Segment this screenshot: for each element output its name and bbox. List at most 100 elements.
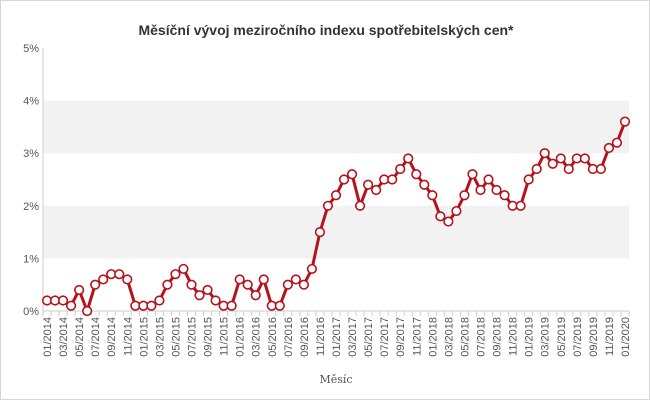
- x-tick-label: 07/2019: [572, 317, 584, 357]
- data-point: [322, 200, 334, 211]
- data-point: [563, 163, 574, 175]
- y-axis-ticks: 0% 1% 2% 3% 4% 5%: [23, 43, 39, 318]
- x-tick-label: 09/2014: [106, 317, 118, 357]
- data-point: [555, 153, 566, 164]
- data-point: [242, 279, 253, 290]
- data-point: [531, 163, 542, 175]
- data-point: [619, 116, 631, 127]
- data-point: [178, 263, 189, 275]
- x-tick-label: 05/2018: [459, 317, 471, 357]
- data-point: [499, 190, 510, 201]
- data-point: [98, 274, 109, 285]
- x-tick-label: 01/2015: [138, 317, 150, 357]
- x-tick-label: 01/2019: [524, 317, 536, 357]
- chart-title: Měsíční vývoj meziročního indexu spotřeb…: [138, 22, 514, 38]
- data-point: [274, 300, 285, 311]
- x-tick-label: 05/2015: [170, 317, 182, 357]
- x-tick-label: 05/2017: [363, 317, 375, 357]
- x-tick-label: 05/2016: [267, 317, 279, 357]
- data-points: [41, 116, 631, 317]
- y-tick-label: 1%: [23, 253, 39, 265]
- x-tick-label: 11/2019: [604, 317, 616, 356]
- x-tick-label: 07/2015: [187, 317, 199, 357]
- data-point: [523, 174, 534, 185]
- x-tick-label: 11/2014: [122, 317, 134, 356]
- data-point: [306, 263, 318, 275]
- x-tick-label: 11/2015: [219, 317, 231, 356]
- grid-band: [43, 205, 629, 259]
- data-point: [90, 279, 101, 290]
- data-point: [250, 290, 261, 301]
- x-tick-label: 07/2017: [379, 317, 391, 357]
- data-point: [57, 295, 69, 306]
- data-point: [579, 153, 590, 164]
- data-point: [491, 184, 502, 196]
- data-point: [411, 169, 422, 180]
- x-tick-label: 03/2017: [347, 317, 359, 357]
- data-point: [346, 169, 358, 180]
- data-point: [74, 284, 85, 296]
- x-tick-label: 11/2018: [508, 317, 520, 356]
- data-point: [186, 279, 197, 290]
- data-point: [515, 200, 526, 211]
- data-point: [371, 184, 382, 196]
- grid-band: [43, 100, 629, 154]
- data-point: [475, 184, 486, 196]
- data-point: [258, 274, 269, 285]
- x-axis-title: Měsíc: [319, 373, 352, 386]
- data-point: [467, 169, 478, 180]
- x-tick-label: 07/2018: [475, 317, 487, 357]
- data-point: [210, 295, 221, 306]
- x-tick-label: 03/2016: [251, 317, 263, 357]
- x-tick-label: 09/2019: [588, 317, 600, 357]
- data-point: [202, 284, 213, 296]
- data-point: [298, 279, 309, 290]
- data-point: [547, 158, 558, 169]
- x-tick-label: 05/2019: [556, 317, 568, 357]
- y-tick-label: 5%: [23, 43, 39, 55]
- x-tick-label: 07/2014: [90, 317, 102, 357]
- data-point: [611, 137, 623, 148]
- data-point: [122, 274, 133, 285]
- x-tick-label: 01/2016: [235, 317, 247, 357]
- data-point: [170, 269, 181, 280]
- x-tick-label: 09/2017: [395, 317, 407, 357]
- data-point: [82, 305, 93, 317]
- data-point: [194, 290, 205, 301]
- data-point: [234, 274, 245, 285]
- data-point: [595, 163, 607, 175]
- x-tick-label: 11/2016: [315, 317, 327, 356]
- data-point: [403, 153, 414, 164]
- data-point: [363, 179, 374, 190]
- data-point: [419, 179, 430, 190]
- x-tick-label: 01/2020: [620, 317, 632, 357]
- x-axis-ticks: 01/2014 03/2014 05/2014 07/2014 09/2014 11/20…: [42, 311, 632, 357]
- data-point: [443, 216, 454, 227]
- x-tick-label: 07/2016: [283, 317, 295, 357]
- data-point: [451, 205, 462, 217]
- x-tick-label: 05/2014: [74, 317, 86, 357]
- grid-bands: [43, 100, 629, 259]
- data-point: [154, 295, 165, 306]
- data-point: [387, 174, 398, 185]
- y-tick-label: 3%: [23, 148, 39, 160]
- data-point: [539, 148, 550, 159]
- x-tick-label: 03/2018: [443, 317, 455, 357]
- data-point: [282, 279, 293, 290]
- x-tick-label: 01/2014: [42, 317, 54, 357]
- data-point: [146, 300, 157, 311]
- data-point: [290, 274, 301, 285]
- data-point: [330, 190, 342, 201]
- data-point: [603, 142, 615, 154]
- data-point: [162, 279, 173, 290]
- x-tick-label: 11/2017: [411, 317, 423, 356]
- x-tick-label: 09/2016: [299, 317, 311, 357]
- x-tick-label: 03/2015: [154, 317, 166, 357]
- x-tick-label: 03/2019: [540, 317, 552, 357]
- y-tick-label: 0%: [23, 306, 39, 318]
- data-point: [483, 174, 494, 185]
- data-point: [338, 174, 350, 185]
- x-tick-label: 09/2015: [203, 317, 215, 357]
